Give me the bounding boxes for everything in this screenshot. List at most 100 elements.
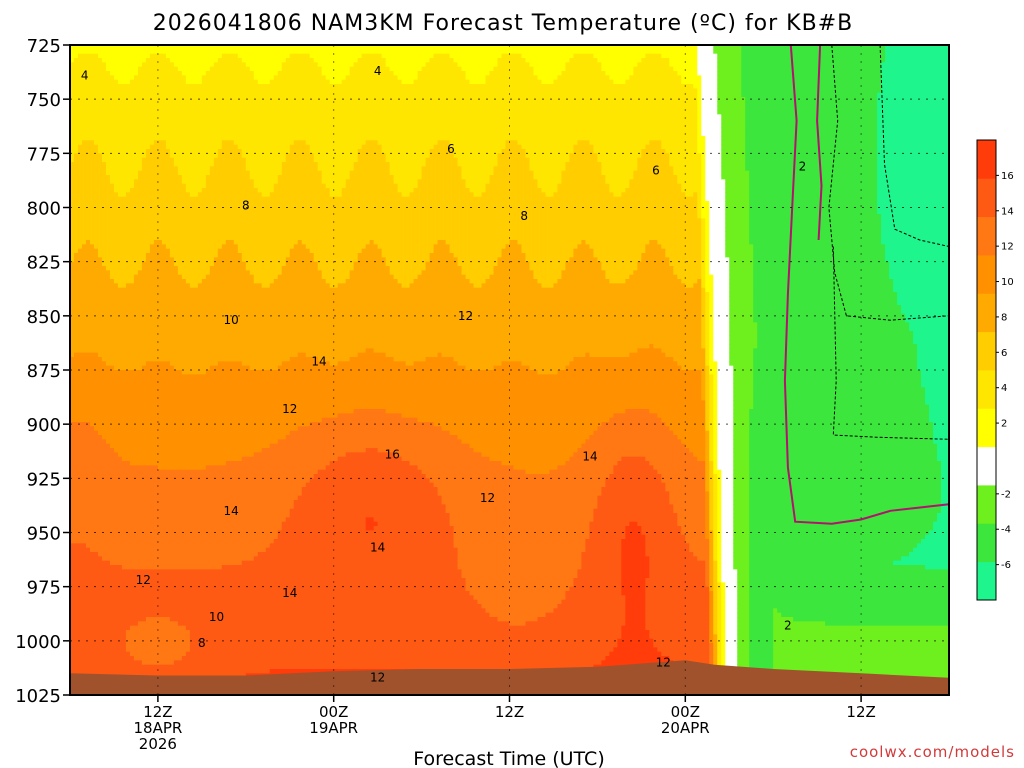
field-cell	[126, 340, 131, 345]
field-cell	[98, 357, 103, 362]
field-cell	[170, 561, 175, 566]
field-cell	[98, 145, 103, 150]
field-cell	[134, 565, 139, 570]
field-cell	[142, 179, 147, 184]
field-cell	[82, 660, 87, 665]
field-cell	[142, 145, 147, 150]
field-cell	[166, 496, 171, 501]
field-cell	[126, 188, 131, 193]
field-cell	[118, 240, 123, 245]
field-cell	[122, 283, 127, 288]
field-cell	[106, 171, 111, 176]
field-cell	[138, 179, 143, 184]
field-cell	[122, 448, 127, 453]
field-cell	[162, 669, 167, 674]
field-cell	[118, 591, 123, 596]
field-cell	[138, 422, 143, 427]
field-cell	[134, 439, 139, 444]
field-cell	[98, 314, 103, 319]
field-cell	[162, 149, 167, 154]
field-cell	[94, 409, 99, 414]
field-cell	[174, 101, 179, 106]
field-cell	[90, 379, 95, 384]
field-cell	[166, 500, 171, 505]
field-cell	[110, 136, 115, 141]
field-cell	[162, 309, 167, 314]
field-cell	[122, 231, 127, 236]
field-cell	[166, 613, 171, 618]
field-cell	[98, 387, 103, 392]
field-cell	[90, 288, 95, 293]
field-cell	[126, 392, 131, 397]
field-cell	[90, 192, 95, 197]
field-cell	[94, 643, 99, 648]
field-cell	[122, 62, 127, 67]
field-cell	[78, 604, 83, 609]
field-cell	[114, 223, 119, 228]
field-cell	[146, 244, 151, 249]
field-cell	[94, 630, 99, 635]
field-cell	[134, 426, 139, 431]
field-cell	[98, 171, 103, 176]
field-cell	[82, 461, 87, 466]
field-cell	[78, 223, 83, 228]
field-cell	[126, 600, 131, 605]
field-cell	[94, 188, 99, 193]
field-cell	[74, 604, 79, 609]
field-cell	[142, 400, 147, 405]
field-cell	[146, 487, 151, 492]
field-cell	[90, 509, 95, 514]
field-cell	[98, 522, 103, 527]
field-cell	[86, 504, 91, 509]
field-cell	[102, 67, 107, 72]
field-cell	[138, 431, 143, 436]
field-cell	[158, 49, 163, 54]
field-cell	[82, 340, 87, 345]
field-cell	[98, 565, 103, 570]
field-cell	[166, 413, 171, 418]
field-cell	[122, 162, 127, 167]
field-cell	[122, 335, 127, 340]
field-cell	[110, 470, 115, 475]
field-cell	[150, 448, 155, 453]
field-cell	[114, 374, 119, 379]
field-cell	[98, 413, 103, 418]
field-cell	[138, 340, 143, 345]
field-cell	[78, 240, 83, 245]
field-cell	[150, 413, 155, 418]
field-cell	[130, 561, 135, 566]
field-cell	[150, 452, 155, 457]
field-cell	[118, 340, 123, 345]
field-cell	[102, 556, 107, 561]
field-cell	[74, 71, 79, 76]
field-cell	[78, 552, 83, 557]
field-cell	[82, 166, 87, 171]
field-cell	[74, 197, 79, 202]
field-cell	[78, 669, 83, 674]
field-cell	[150, 227, 155, 232]
field-cell	[106, 539, 111, 544]
field-cell	[106, 470, 111, 475]
field-cell	[142, 617, 147, 622]
field-cell	[74, 227, 79, 232]
field-cell	[130, 574, 135, 579]
field-cell	[106, 71, 111, 76]
field-cell	[122, 465, 127, 470]
field-cell	[170, 119, 175, 124]
field-cell	[146, 314, 151, 319]
field-cell	[114, 344, 119, 349]
field-cell	[90, 158, 95, 163]
field-cell	[162, 54, 167, 59]
field-cell	[82, 374, 87, 379]
field-cell	[74, 413, 79, 418]
field-cell	[146, 214, 151, 219]
field-cell	[174, 114, 179, 119]
field-cell	[102, 552, 107, 557]
field-cell	[146, 626, 151, 631]
field-cell	[122, 110, 127, 115]
field-cell	[158, 517, 163, 522]
field-cell	[102, 270, 107, 275]
field-cell	[146, 253, 151, 258]
field-cell	[158, 383, 163, 388]
field-cell	[166, 539, 171, 544]
